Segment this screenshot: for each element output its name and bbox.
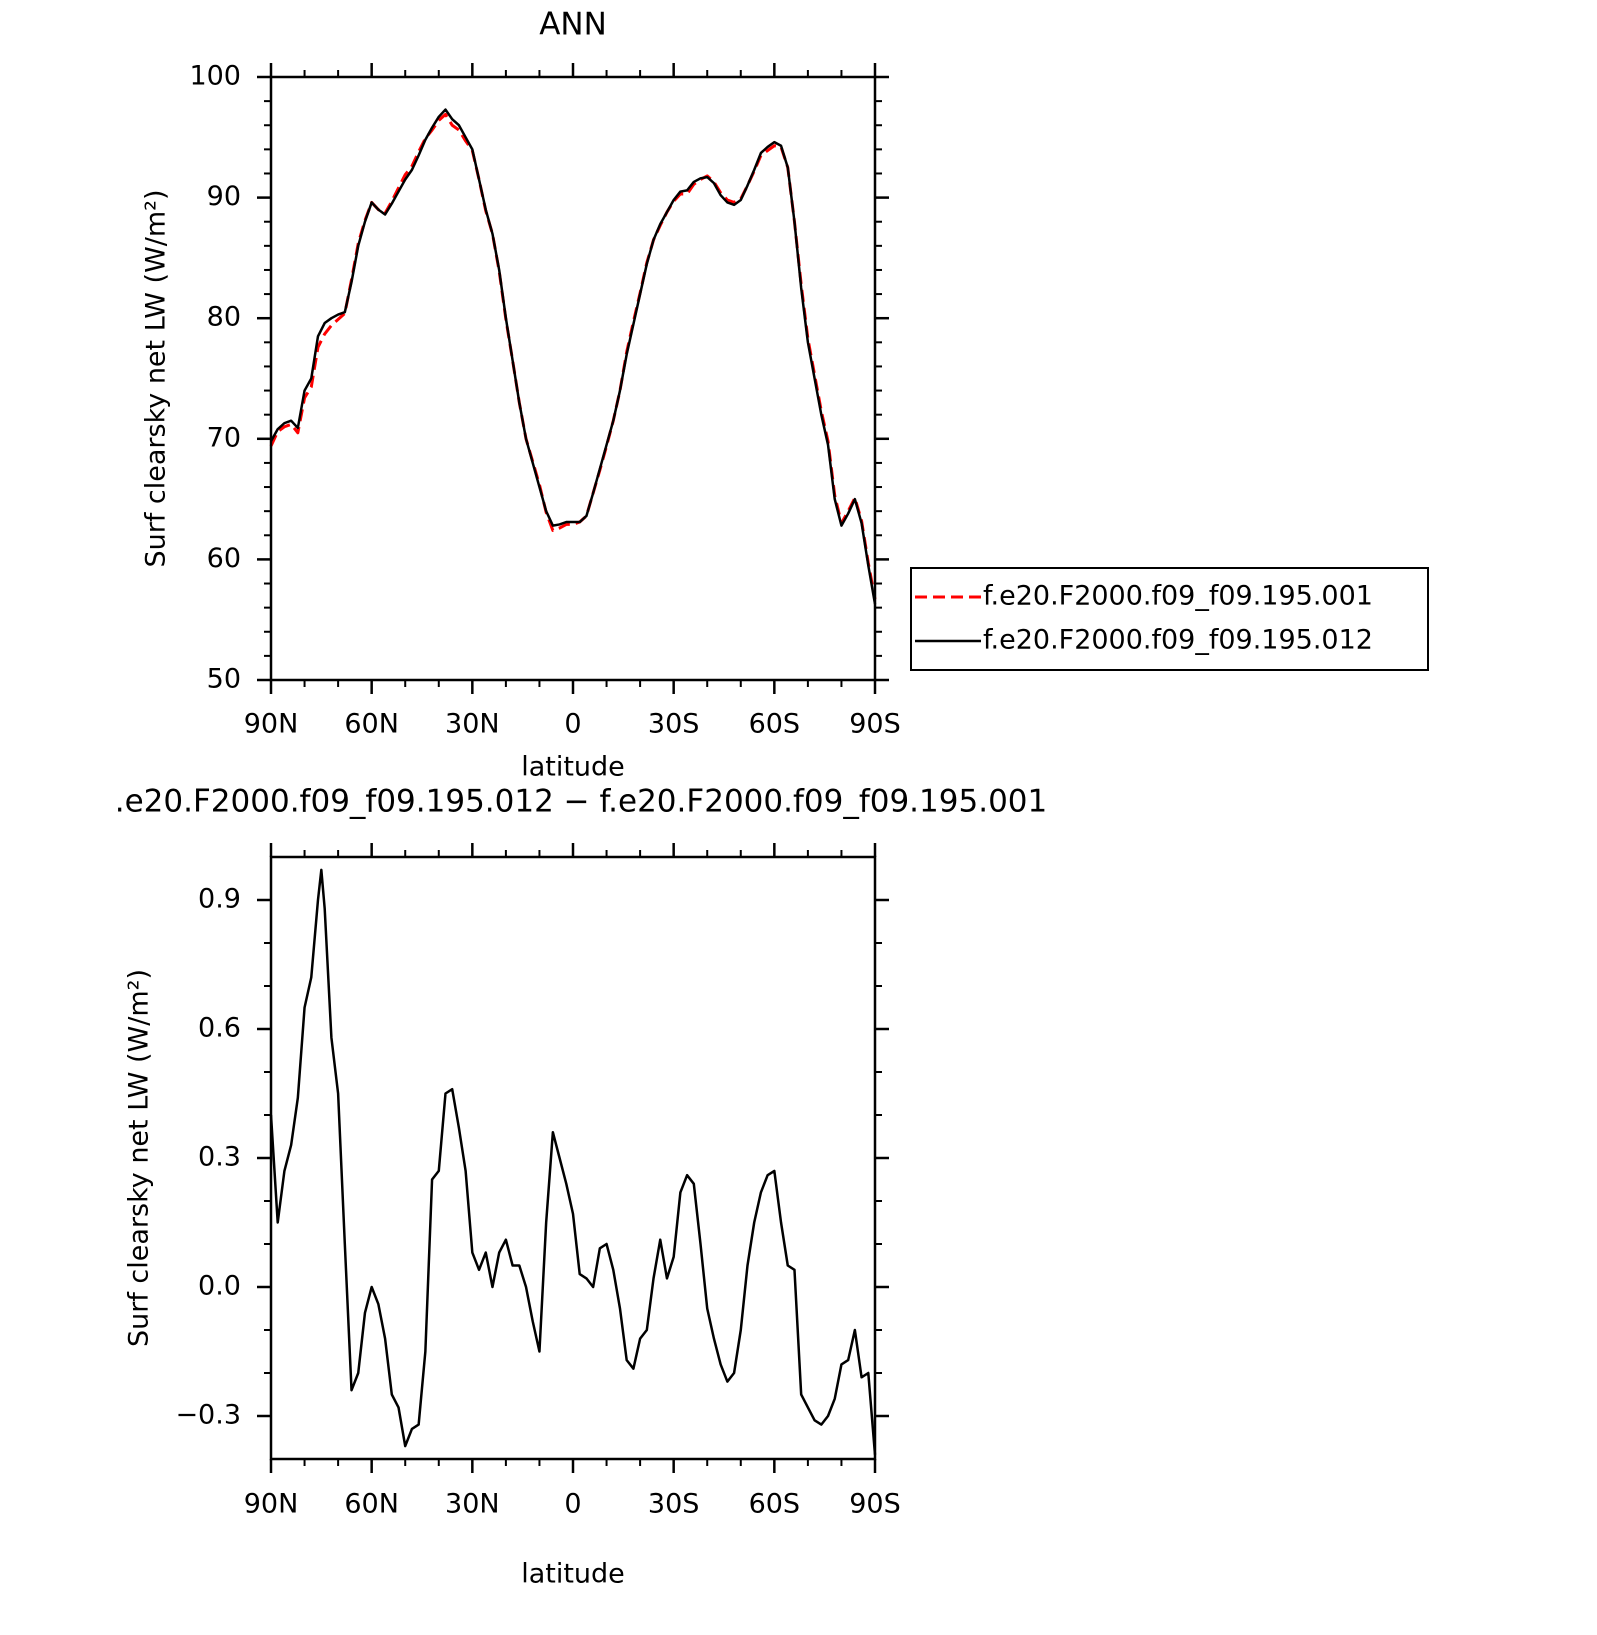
y-tick-label: 50 [207, 664, 241, 695]
x-tick-label: 60N [344, 1489, 399, 1520]
y-tick-label: 90 [207, 181, 241, 212]
y-tick-label: 0.3 [198, 1142, 241, 1173]
y-tick-label: 80 [207, 302, 241, 333]
x-tick-label: 60S [749, 1489, 801, 1520]
y-axis-label: Surf clearsky net LW (W/m²) [141, 189, 172, 567]
plot-frame [269, 75, 877, 682]
legend-label: f.e20.F2000.f09_f09.195.012 [983, 625, 1373, 656]
x-tick-label: 30N [445, 1489, 500, 1520]
x-tick-label: 90S [849, 1489, 901, 1520]
y-tick-label: −0.3 [175, 1400, 241, 1431]
x-axis-label: latitude [521, 752, 625, 783]
x-tick-label: 30S [648, 709, 700, 740]
plot-frame [269, 855, 877, 1461]
y-tick-label: 0.6 [198, 1013, 241, 1044]
x-tick-label: 0 [564, 1489, 581, 1520]
x-tick-label: 60N [344, 709, 399, 740]
chart-title: .e20.F2000.f09_f09.195.012 − f.e20.F2000… [115, 784, 1047, 820]
x-tick-label: 30S [648, 1489, 700, 1520]
x-tick-label: 90N [244, 1489, 299, 1520]
x-tick-label: 90N [244, 709, 299, 740]
x-tick-label: 30N [445, 709, 500, 740]
y-tick-label: 0.9 [198, 884, 241, 915]
y-tick-label: 0.0 [198, 1271, 241, 1302]
chart-title: ANN [539, 7, 607, 43]
x-axis-label: latitude [521, 1559, 625, 1590]
x-tick-label: 60S [749, 709, 801, 740]
data-line [269, 108, 877, 605]
data-line [269, 868, 877, 1455]
y-axis-label: Surf clearsky net LW (W/m²) [124, 969, 155, 1347]
y-tick-label: 60 [207, 543, 241, 574]
x-tick-label: 90S [849, 709, 901, 740]
y-tick-label: 100 [189, 61, 241, 92]
legend-box [910, 567, 1429, 671]
y-tick-label: 70 [207, 422, 241, 453]
x-tick-label: 0 [564, 709, 581, 740]
legend-label: f.e20.F2000.f09_f09.195.001 [983, 581, 1373, 612]
